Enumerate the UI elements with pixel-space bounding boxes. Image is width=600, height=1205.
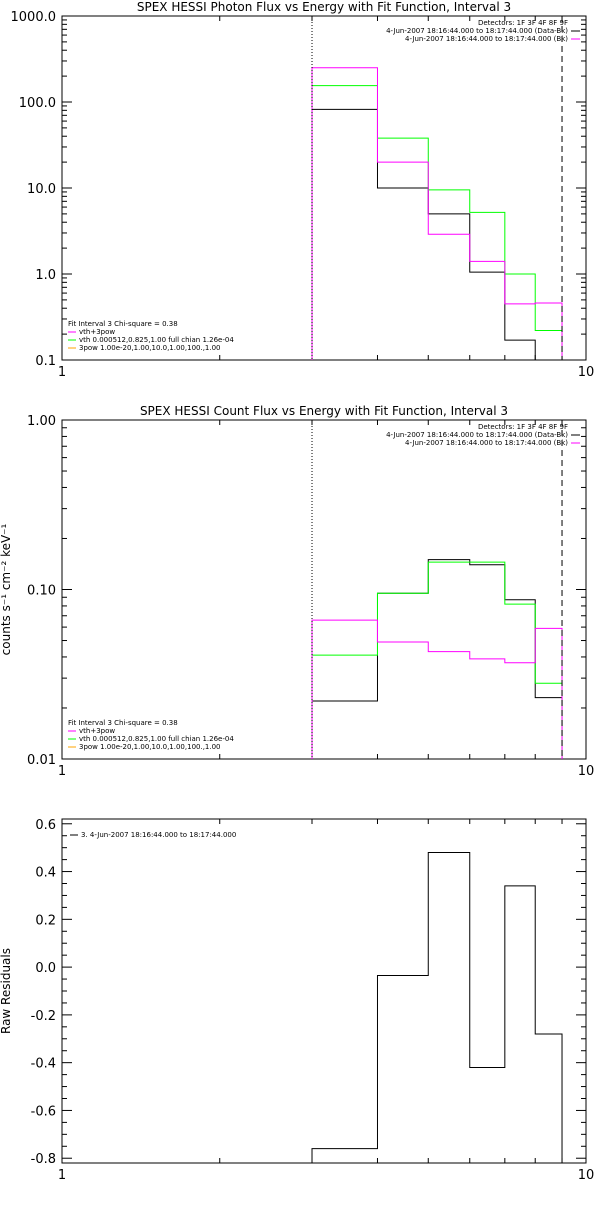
chart-title: SPEX HESSI Photon Flux vs Energy with Fi…: [137, 0, 511, 14]
x-tick-label: 1: [58, 365, 66, 380]
y-tick-label: -0.4: [31, 1057, 56, 1072]
legend-entry: 4-Jun-2007 18:16:44.000 to 18:17:44.000 …: [405, 439, 568, 447]
y-tick-label: 1.00: [27, 414, 56, 429]
y-tick-label: 0.1: [35, 354, 56, 369]
chart-panel-1: SPEX HESSI Photon Flux vs Energy with Fi…: [11, 0, 595, 380]
x-tick-label: 10: [578, 365, 595, 380]
legend-header: Detectors: 1F 3F 4F 8F 9F: [478, 19, 568, 27]
y-tick-label: 0.0: [35, 961, 56, 976]
fit-info-header: Fit Interval 3 Chi-square = 0.38: [68, 320, 178, 328]
series-line-1: [311, 108, 536, 360]
series-line-3: [311, 619, 563, 759]
chart-panel-2: SPEX HESSI Count Flux vs Energy with Fit…: [0, 404, 594, 779]
plot-area: [311, 851, 563, 1163]
legend-entry: 4-Jun-2007 18:16:44.000 to 18:17:44.000 …: [405, 35, 568, 43]
fit-info-header: Fit Interval 3 Chi-square = 0.38: [68, 719, 178, 727]
y-tick-label: 0.6: [35, 818, 56, 833]
y-tick-label: 10.0: [27, 182, 56, 197]
series-line-1: [311, 559, 563, 759]
plot-area: [311, 559, 563, 759]
fit-info-entry: vth+3pow: [79, 328, 115, 336]
series-line-3: [311, 67, 563, 360]
y-axis-label: Raw Residuals: [0, 948, 13, 1034]
series-line-2: [311, 561, 563, 759]
y-tick-label: 0.4: [35, 866, 56, 881]
fit-info-entry: vth 0.000512,0.825,1.00 full chian 1.26e…: [79, 336, 234, 344]
x-tick-label: 1: [58, 764, 66, 779]
x-tick-label: 10: [578, 1168, 595, 1183]
fit-info-entry: 3pow 1.00e-20,1.00,10.0,1.00,100.,1.00: [79, 344, 221, 352]
y-tick-label: 0.01: [27, 753, 56, 768]
x-tick-label: 1: [58, 1168, 66, 1183]
legend-entry: 3. 4-Jun-2007 18:16:44.000 to 18:17:44.0…: [81, 831, 236, 839]
y-tick-label: -0.8: [31, 1152, 56, 1167]
y-tick-label: 1000.0: [11, 10, 57, 25]
fit-info-entry: 3pow 1.00e-20,1.00,10.0,1.00,100.,1.00: [79, 743, 221, 751]
fit-info-entry: vth+3pow: [79, 727, 115, 735]
axes-frame: [61, 818, 587, 1164]
y-tick-label: -0.6: [31, 1104, 56, 1119]
y-tick-label: 1.0: [35, 268, 56, 283]
series-line-1: [311, 851, 563, 1163]
y-tick-label: 0.10: [27, 584, 56, 599]
legend-entry: 4-Jun-2007 18:16:44.000 to 18:17:44.000 …: [386, 27, 568, 35]
x-tick-label: 10: [578, 764, 595, 779]
y-tick-label: -0.2: [31, 1009, 56, 1024]
chart-title: SPEX HESSI Count Flux vs Energy with Fit…: [140, 404, 508, 418]
chart-panel-3: Raw Residuals 1 10 -0.8 -0.6 -0.4 -0.2 0.0 0.2 0.…: [0, 818, 594, 1183]
y-axis-label: counts s⁻¹ cm⁻² keV⁻¹: [0, 523, 13, 655]
fit-info-entry: vth 0.000512,0.825,1.00 full chian 1.26e…: [79, 735, 234, 743]
legend-entry: 4-Jun-2007 18:16:44.000 to 18:17:44.000 …: [386, 431, 568, 439]
y-tick-label: 100.0: [19, 96, 56, 111]
plot-area: [311, 67, 563, 360]
y-tick-label: 0.2: [35, 913, 56, 928]
axes-frame: [61, 419, 587, 760]
legend-header: Detectors: 1F 3F 4F 8F 9F: [478, 423, 568, 431]
series-line-2: [311, 85, 563, 360]
